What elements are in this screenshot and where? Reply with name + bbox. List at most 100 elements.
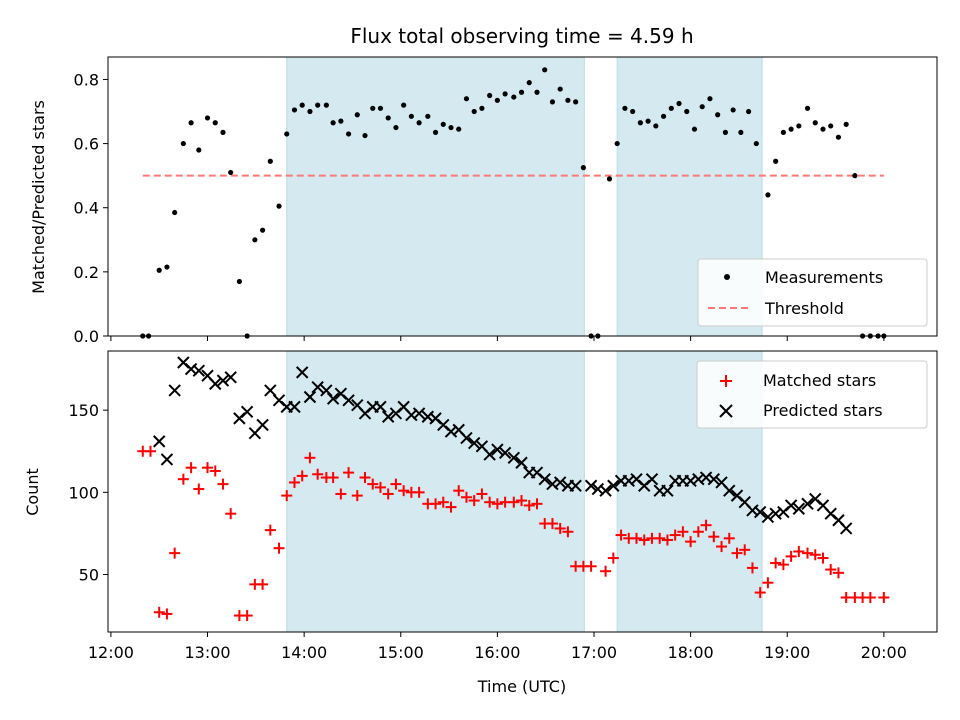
matched-star-point: [700, 519, 712, 531]
top-y-tick-label: 0.2: [74, 263, 99, 282]
legend-measurements-label: Measurements: [765, 268, 883, 287]
measurement-point: [393, 124, 399, 131]
matched-star-point: [809, 549, 821, 561]
matched-star-point: [654, 532, 666, 544]
legend-predicted-marker: [719, 404, 733, 418]
measurement-point: [534, 89, 540, 95]
measurement-point: [220, 129, 226, 135]
predicted-star-point: [264, 384, 277, 397]
measurement-point: [557, 86, 563, 92]
predicted-star-point: [753, 505, 767, 519]
measurement-point: [252, 237, 258, 243]
top-legend-box: [697, 258, 928, 327]
measurement-point: [780, 129, 786, 135]
matched-star-point: [607, 552, 619, 564]
x-tick-label: 12:00: [88, 643, 134, 662]
measurement-point: [425, 113, 431, 119]
measurement-point: [622, 105, 628, 111]
matched-star-point: [802, 547, 814, 559]
measurement-point: [196, 147, 202, 153]
bottom-y-tick-label: 100: [68, 483, 99, 502]
measurement-point: [753, 140, 759, 147]
matched-star-point: [153, 606, 165, 618]
predicted-star-point: [467, 436, 481, 450]
bottom-legend-box: [696, 360, 928, 429]
matched-star-point: [476, 488, 488, 500]
measurement-point: [852, 173, 858, 179]
predicted-star-point: [599, 484, 612, 497]
measurement-point: [471, 108, 477, 115]
measurement-point: [835, 134, 842, 140]
matched-star-point: [437, 496, 449, 508]
predicted-star-point: [839, 522, 853, 535]
predicted-star-point: [515, 456, 528, 469]
measurement-point: [542, 67, 548, 73]
predicted-star-point: [584, 479, 598, 492]
legend-measurements-marker: [724, 274, 730, 280]
matched-star-point: [161, 608, 173, 620]
predicted-star-point: [661, 484, 674, 497]
matched-star-point: [257, 578, 269, 590]
measurement-point: [738, 129, 744, 135]
top-y-tick-label: 0.0: [74, 327, 99, 346]
measurement-point: [804, 105, 811, 111]
matched-star-point: [546, 518, 558, 530]
measurement-point: [408, 113, 414, 119]
predicted-star-point: [311, 380, 324, 394]
measurement-point: [722, 129, 729, 135]
matched-star-point: [825, 564, 837, 576]
matched-star-point: [209, 465, 221, 477]
predicted-star-point: [538, 472, 551, 486]
bottom-shaded-interval-1: [286, 350, 585, 633]
measurement-point: [765, 192, 771, 198]
matched-star-point: [145, 445, 157, 457]
measurement-point: [259, 227, 266, 233]
measurement-point: [456, 126, 462, 132]
predicted-star-point: [723, 484, 736, 497]
measurement-point: [565, 97, 571, 103]
matched-star-point: [430, 498, 442, 510]
matched-star-point: [241, 610, 253, 622]
measurement-point: [715, 112, 721, 118]
measurement-point: [362, 132, 368, 139]
matched-star-point: [508, 496, 520, 508]
top-shaded-interval-1: [286, 56, 585, 337]
matched-star-point: [304, 452, 316, 464]
matched-star-point: [193, 483, 205, 495]
legend-threshold-label: Threshold: [764, 299, 844, 318]
measurement-point: [354, 112, 360, 118]
measurement-point: [276, 203, 282, 209]
bottom-y-axis-label: Count: [23, 468, 42, 516]
matched-star-point: [335, 488, 347, 500]
matched-star-point: [731, 547, 743, 559]
legend-matched-label: Matched stars: [763, 371, 876, 390]
measurement-point: [812, 120, 818, 126]
matched-star-point: [708, 531, 720, 543]
matched-star-point: [723, 532, 735, 544]
predicted-star-point: [224, 371, 237, 384]
measurement-point: [828, 123, 834, 129]
matched-star-point: [523, 499, 535, 511]
measurement-point: [479, 105, 485, 111]
predicted-star-point: [491, 443, 504, 456]
measurement-point: [502, 91, 508, 97]
matched-star-point: [327, 472, 339, 484]
matched-star-point: [169, 547, 181, 559]
matched-star-point: [615, 529, 627, 541]
predicted-star-point: [483, 448, 496, 461]
matched-star-point: [382, 488, 394, 500]
measurement-point: [843, 121, 849, 127]
matched-star-point: [460, 491, 472, 503]
matched-star-point: [638, 534, 650, 546]
matched-star-point: [202, 462, 214, 474]
predicted-star-point: [295, 366, 309, 379]
measurement-point: [156, 267, 162, 273]
x-tick-label: 18:00: [668, 643, 714, 662]
measurement-point: [691, 126, 698, 132]
matched-star-point: [531, 498, 543, 510]
measurement-point: [668, 105, 674, 111]
measurement-point: [630, 108, 636, 115]
measurement-point: [330, 120, 336, 126]
measurement-point: [416, 120, 422, 126]
measurement-point: [676, 100, 682, 107]
